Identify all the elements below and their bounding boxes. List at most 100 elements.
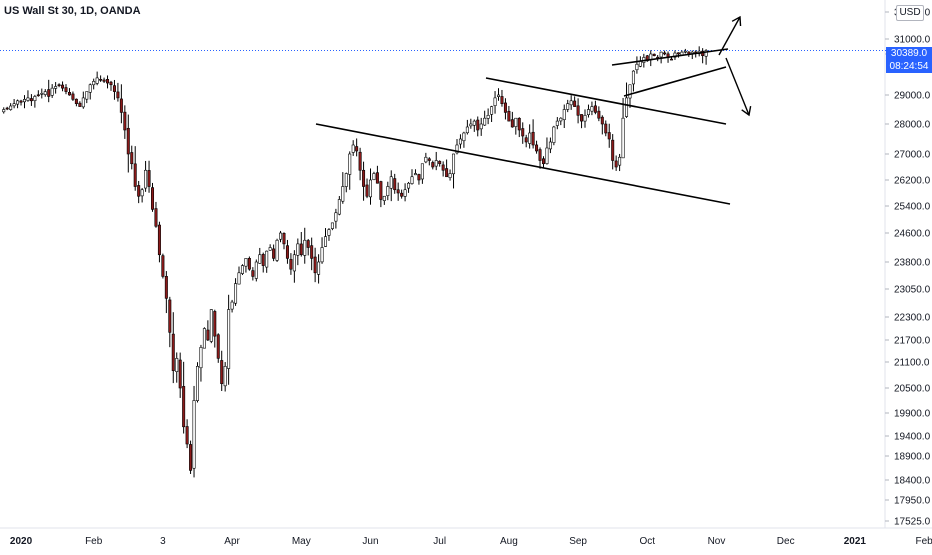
candle-body xyxy=(344,173,348,187)
candle-body xyxy=(541,158,545,165)
candle-body xyxy=(628,84,632,99)
candle-body xyxy=(486,115,490,119)
y-tick-label: 17525.0 xyxy=(894,517,931,528)
candle-body xyxy=(334,212,338,222)
candle-body xyxy=(472,120,476,126)
candle-body xyxy=(704,50,708,57)
candle-body xyxy=(168,299,172,333)
candle-body xyxy=(189,444,193,471)
candle-body xyxy=(621,117,625,159)
candle-body xyxy=(251,270,255,277)
candle-body xyxy=(81,97,85,108)
candle-body xyxy=(524,137,528,143)
candle-body xyxy=(497,94,501,97)
candle-body xyxy=(351,144,355,153)
candle-body xyxy=(683,50,687,53)
x-tick-label: May xyxy=(292,536,311,547)
candle-body xyxy=(458,138,462,145)
candle-body xyxy=(144,169,148,189)
arrow-line[interactable] xyxy=(725,57,750,116)
candle-body xyxy=(164,276,168,299)
candle-body xyxy=(157,224,161,256)
candle-body xyxy=(289,259,293,270)
candle-body xyxy=(586,109,590,115)
candle-body xyxy=(175,358,179,372)
x-tick-label: Apr xyxy=(224,536,240,547)
candle-body xyxy=(476,119,480,131)
candle-body xyxy=(154,208,158,227)
candle-body xyxy=(54,86,58,89)
candle-body xyxy=(431,162,435,168)
arrow-head xyxy=(731,15,742,27)
candle-body xyxy=(310,245,314,259)
trendline[interactable] xyxy=(485,77,727,125)
candle-body xyxy=(85,91,89,100)
candle-body xyxy=(663,52,667,55)
candle-body xyxy=(161,255,165,277)
candle-body xyxy=(206,329,210,341)
candle-body xyxy=(47,89,51,97)
candle-body xyxy=(427,158,431,161)
candle-body xyxy=(341,186,345,202)
candle-body xyxy=(178,359,182,389)
candle-body xyxy=(296,243,300,256)
candle-body xyxy=(33,96,37,101)
candle-body xyxy=(199,347,203,369)
y-tick-label: 21100.0 xyxy=(894,358,930,369)
candle-body xyxy=(151,187,155,210)
y-tick-label: 20500.0 xyxy=(894,384,931,395)
candle-body xyxy=(413,173,417,176)
candle-body xyxy=(43,91,47,95)
currency-button[interactable]: USD xyxy=(896,5,924,21)
trendline[interactable] xyxy=(623,66,727,97)
candle-body xyxy=(538,149,542,161)
candle-body xyxy=(216,334,220,359)
trendline[interactable] xyxy=(315,123,731,205)
candle-body xyxy=(483,117,487,126)
candle-body xyxy=(130,152,134,165)
candle-body xyxy=(116,91,120,99)
candle-body xyxy=(272,248,276,259)
y-tick-label: 29000.0 xyxy=(894,91,931,102)
y-tick-label: 22300.0 xyxy=(894,313,931,324)
candle-body xyxy=(50,87,54,96)
candle-body xyxy=(503,102,507,113)
candle-body xyxy=(400,192,404,197)
candle-body xyxy=(375,172,379,184)
candle-body xyxy=(292,254,296,272)
candle-body xyxy=(365,184,369,197)
y-tick-label: 19400.0 xyxy=(894,432,931,443)
candle-body xyxy=(12,103,16,107)
arrow-line[interactable] xyxy=(718,16,741,56)
candle-body xyxy=(368,179,372,198)
candle-body xyxy=(109,81,113,86)
candle-body xyxy=(95,77,99,84)
candle-body xyxy=(448,173,452,178)
candle-body xyxy=(514,117,518,127)
candle-body xyxy=(611,139,615,161)
candle-body xyxy=(303,239,307,256)
candle-body xyxy=(182,386,186,428)
candle-body xyxy=(493,97,497,106)
candle-body xyxy=(268,247,272,251)
candle-body xyxy=(393,178,397,191)
candle-body xyxy=(92,81,96,86)
candle-body xyxy=(5,107,9,110)
candle-body xyxy=(223,366,227,387)
candle-body xyxy=(590,106,594,112)
trendline[interactable] xyxy=(611,48,729,66)
candle-body xyxy=(209,309,213,342)
y-tick-label: 25400.0 xyxy=(894,202,931,213)
candle-body xyxy=(275,239,279,261)
candle-body xyxy=(424,156,428,163)
candle-body xyxy=(573,100,577,107)
candle-body xyxy=(521,128,525,137)
candle-body xyxy=(36,94,40,97)
y-tick-label: 27000.0 xyxy=(894,150,931,161)
candle-body xyxy=(244,258,248,267)
y-tick-label: 23800.0 xyxy=(894,258,931,269)
candle-body xyxy=(74,98,78,105)
candle-body xyxy=(88,84,92,93)
